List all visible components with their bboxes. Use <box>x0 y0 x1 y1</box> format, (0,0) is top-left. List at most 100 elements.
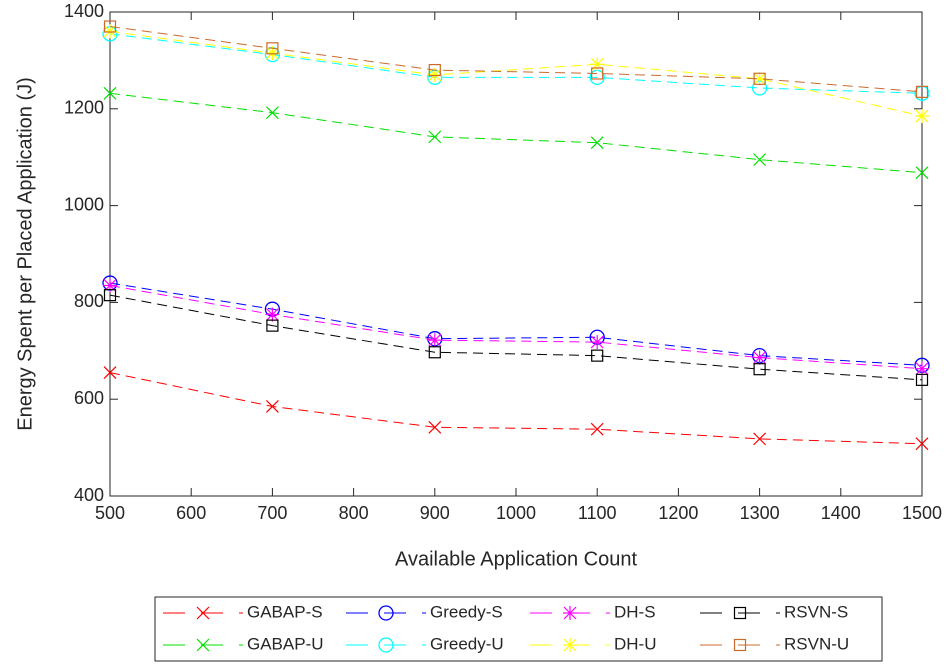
marker-stroke <box>753 432 767 446</box>
marker-stroke <box>428 420 442 434</box>
x-tick-label: 1300 <box>740 503 780 523</box>
marker-stroke <box>915 437 929 451</box>
marker-stroke <box>196 606 210 620</box>
legend-label: DH-S <box>614 602 656 621</box>
y-tick-label: 400 <box>74 485 104 505</box>
marker <box>427 333 442 348</box>
marker-shape <box>266 42 279 55</box>
marker <box>428 346 441 359</box>
series-line <box>109 30 923 117</box>
x-tick-label: 900 <box>420 503 450 523</box>
marker <box>103 366 117 380</box>
marker <box>915 373 929 386</box>
legend-label: GABAP-S <box>247 602 323 621</box>
legend-box <box>154 596 883 662</box>
y-tick-label: 800 <box>74 291 104 311</box>
series-line <box>109 92 923 174</box>
marker-shape <box>753 363 766 376</box>
marker <box>753 153 767 167</box>
marker-stroke <box>590 422 604 436</box>
marker <box>103 86 117 100</box>
marker-stroke <box>428 130 442 144</box>
x-tick-label: 1500 <box>902 503 942 523</box>
marker <box>590 136 604 150</box>
marker <box>563 606 577 620</box>
marker <box>563 638 577 652</box>
marker-shape <box>266 319 279 332</box>
marker-shape <box>103 20 117 33</box>
series-line <box>109 284 923 370</box>
marker <box>196 606 210 620</box>
marker <box>753 432 767 446</box>
series-line <box>109 33 923 94</box>
legend-label: Greedy-S <box>430 602 503 621</box>
marker <box>591 67 604 80</box>
marker-shape <box>915 85 929 98</box>
marker-shape <box>753 72 766 85</box>
marker <box>915 109 929 124</box>
marker <box>266 319 279 332</box>
marker-shape <box>378 605 394 621</box>
marker <box>428 63 441 77</box>
marker-shape <box>591 67 604 80</box>
x-axis-label: Available Application Count <box>395 548 637 570</box>
y-axis-label: Energy Spent per Placed Application (J) <box>14 77 36 431</box>
marker <box>428 130 442 144</box>
marker <box>103 289 117 302</box>
marker-stroke <box>753 153 767 167</box>
marker <box>733 606 747 620</box>
marker <box>915 361 929 376</box>
legend-label: GABAP-U <box>247 634 324 653</box>
y-tick-label: 600 <box>74 388 104 408</box>
series-line <box>109 282 923 366</box>
marker <box>103 20 117 33</box>
marker <box>733 638 747 652</box>
marker <box>752 350 767 365</box>
marker <box>753 363 766 376</box>
marker <box>915 166 929 180</box>
marker <box>753 72 766 85</box>
marker <box>428 420 442 434</box>
marker <box>378 637 394 653</box>
marker-shape <box>591 349 604 362</box>
x-tick-label: 1400 <box>821 503 861 523</box>
series-line <box>109 372 923 445</box>
legend-label: DH-U <box>614 634 657 653</box>
marker <box>590 422 604 436</box>
y-tick-label: 1400 <box>64 1 104 21</box>
marker <box>915 437 929 451</box>
x-tick-label: 600 <box>176 503 206 523</box>
marker-stroke <box>265 106 279 120</box>
marker <box>266 42 279 55</box>
legend-label: Greedy-U <box>430 634 504 653</box>
marker <box>265 106 279 120</box>
x-tick-label: 1200 <box>658 503 698 523</box>
marker-shape <box>428 346 441 359</box>
marker-shape <box>103 289 117 302</box>
series-line <box>109 26 923 93</box>
x-tick-label: 700 <box>257 503 287 523</box>
x-tick-label: 1000 <box>496 503 536 523</box>
y-tick-label: 1200 <box>64 98 104 118</box>
y-tick-label: 1000 <box>64 194 104 214</box>
series-line <box>109 294 923 381</box>
marker-stroke <box>103 86 117 100</box>
marker-shape <box>733 638 747 652</box>
marker <box>915 85 929 98</box>
marker-stroke <box>590 136 604 150</box>
marker <box>196 638 210 652</box>
legend-label: RSVN-U <box>784 634 849 653</box>
legend-label: RSVN-S <box>784 602 848 621</box>
marker-stroke <box>265 400 279 413</box>
marker-stroke <box>915 166 929 180</box>
plot-area <box>109 11 923 497</box>
marker-stroke <box>196 638 210 652</box>
marker <box>265 400 279 413</box>
marker <box>378 605 394 621</box>
marker-shape <box>378 637 394 653</box>
marker <box>590 335 605 350</box>
marker <box>591 349 604 362</box>
marker-shape <box>428 63 441 77</box>
marker-stroke <box>103 366 117 380</box>
